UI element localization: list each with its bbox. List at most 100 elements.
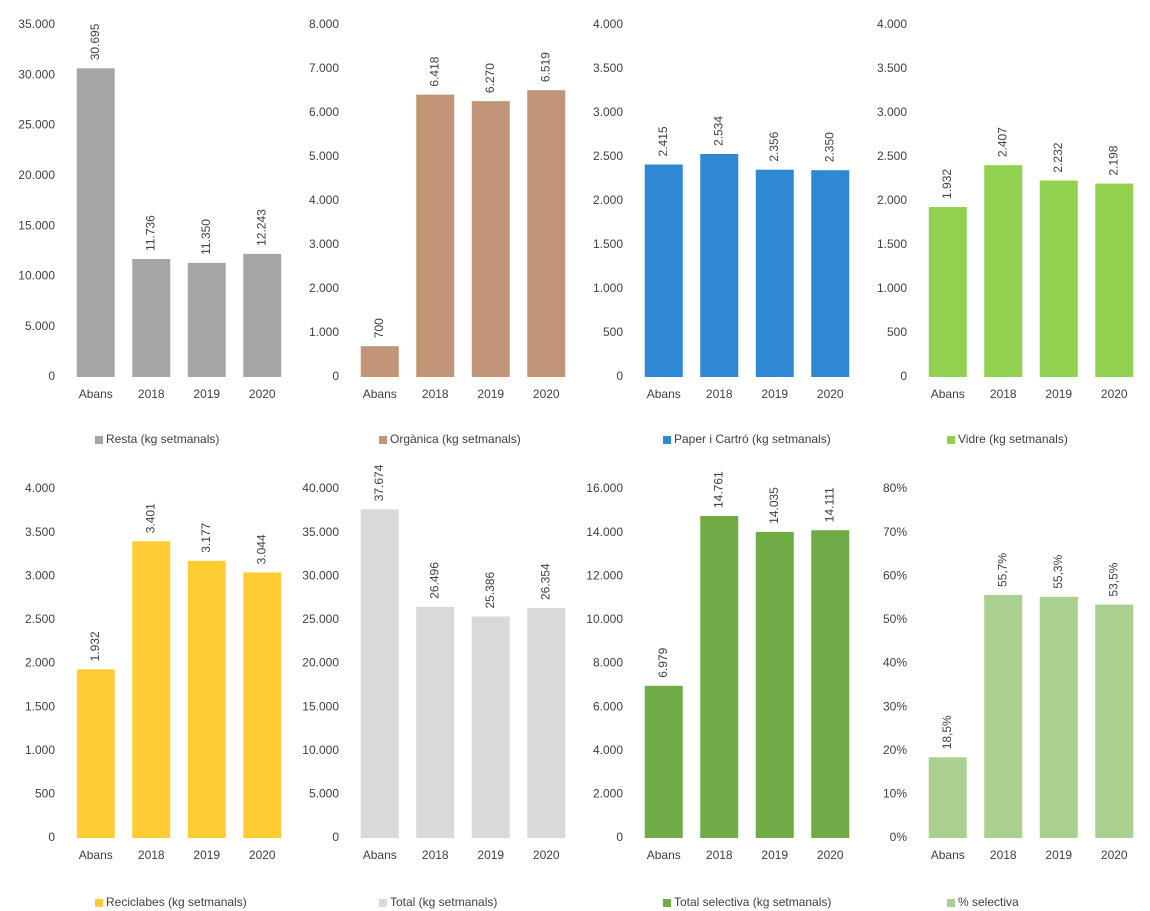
x-tick-label: 2019 bbox=[761, 848, 788, 862]
y-tick-label: 2.500 bbox=[877, 149, 907, 163]
y-tick-label: 6.000 bbox=[593, 699, 623, 713]
bar bbox=[76, 669, 115, 838]
y-tick-label: 1.000 bbox=[877, 281, 907, 295]
x-tick-label: 2020 bbox=[533, 848, 560, 862]
bar bbox=[1039, 596, 1078, 838]
y-tick-label: 40.000 bbox=[302, 481, 339, 495]
value-label: 1.932 bbox=[88, 631, 102, 661]
value-label: 55,3% bbox=[1051, 554, 1065, 588]
bar bbox=[132, 258, 171, 377]
legend-swatch bbox=[95, 436, 103, 444]
y-tick-label: 3.000 bbox=[25, 568, 55, 582]
x-tick-label: 2019 bbox=[477, 848, 504, 862]
value-label: 6.519 bbox=[538, 52, 552, 82]
y-tick-label: 2.500 bbox=[25, 612, 55, 626]
y-tick-label: 40% bbox=[883, 656, 907, 670]
y-tick-label: 0 bbox=[616, 830, 623, 844]
legend-label: Resta (kg setmanals) bbox=[106, 432, 219, 446]
y-tick-label: 2.000 bbox=[593, 787, 623, 801]
y-tick-label: 0 bbox=[48, 830, 55, 844]
bar bbox=[132, 541, 171, 838]
x-tick-label: 2020 bbox=[533, 387, 560, 401]
x-tick-label: 2018 bbox=[422, 387, 449, 401]
y-tick-label: 5.000 bbox=[309, 787, 339, 801]
legend-label: Paper i Cartró (kg setmanals) bbox=[674, 432, 831, 446]
x-tick-label: 2018 bbox=[138, 387, 165, 401]
value-label: 26.496 bbox=[427, 562, 441, 599]
y-tick-label: 8.000 bbox=[593, 656, 623, 670]
bar bbox=[360, 509, 399, 838]
legend-swatch bbox=[663, 436, 671, 444]
value-label: 14.035 bbox=[767, 487, 781, 524]
value-label: 1.932 bbox=[940, 169, 954, 199]
y-tick-label: 10.000 bbox=[586, 612, 623, 626]
legend-label: Total selectiva (kg setmanals) bbox=[674, 895, 831, 909]
y-tick-label: 2.000 bbox=[593, 193, 623, 207]
y-tick-label: 500 bbox=[887, 325, 907, 339]
bar bbox=[928, 757, 967, 838]
y-tick-label: 0 bbox=[48, 369, 55, 383]
bar bbox=[644, 685, 683, 838]
x-tick-label: Abans bbox=[363, 387, 397, 401]
value-label: 700 bbox=[372, 318, 386, 338]
y-tick-label: 2.000 bbox=[309, 281, 339, 295]
x-tick-label: 2019 bbox=[1045, 848, 1072, 862]
bar bbox=[644, 164, 683, 377]
bar bbox=[811, 170, 850, 377]
bar bbox=[187, 560, 226, 838]
legend-label: Vidre (kg setmanals) bbox=[958, 432, 1068, 446]
value-label: 11.736 bbox=[143, 215, 157, 251]
y-tick-label: 15.000 bbox=[302, 699, 339, 713]
y-tick-label: 80% bbox=[883, 481, 907, 495]
x-tick-label: 2019 bbox=[1045, 387, 1072, 401]
legend-swatch bbox=[379, 436, 387, 444]
value-label: 2.534 bbox=[711, 116, 725, 146]
value-label: 53,5% bbox=[1106, 562, 1120, 596]
value-label: 25.386 bbox=[483, 571, 497, 608]
x-tick-label: Abans bbox=[931, 848, 965, 862]
y-tick-label: 4.000 bbox=[593, 743, 623, 757]
x-tick-label: 2018 bbox=[990, 848, 1017, 862]
y-tick-label: 10% bbox=[883, 787, 907, 801]
x-tick-label: 2018 bbox=[422, 848, 449, 862]
bar bbox=[755, 531, 794, 838]
y-tick-label: 35.000 bbox=[302, 525, 339, 539]
value-label: 26.354 bbox=[538, 563, 552, 600]
x-tick-label: 2020 bbox=[1101, 387, 1128, 401]
y-tick-label: 500 bbox=[35, 787, 55, 801]
legend-label: Orgànica (kg setmanals) bbox=[390, 432, 521, 446]
y-tick-label: 2.500 bbox=[593, 149, 623, 163]
legend-swatch bbox=[947, 899, 955, 907]
y-tick-label: 25.000 bbox=[18, 118, 55, 132]
bar bbox=[471, 616, 510, 838]
y-tick-label: 50% bbox=[883, 612, 907, 626]
y-tick-label: 2.000 bbox=[877, 193, 907, 207]
value-label: 30.695 bbox=[88, 23, 102, 60]
value-label: 3.177 bbox=[199, 522, 213, 552]
y-tick-label: 3.500 bbox=[25, 525, 55, 539]
x-tick-label: Abans bbox=[363, 848, 397, 862]
y-tick-label: 6.000 bbox=[309, 105, 339, 119]
y-tick-label: 3.500 bbox=[593, 61, 623, 75]
x-tick-label: 2020 bbox=[817, 848, 844, 862]
y-tick-label: 1.000 bbox=[25, 743, 55, 757]
y-tick-label: 1.000 bbox=[593, 281, 623, 295]
legend-swatch bbox=[379, 899, 387, 907]
legend-label: Total (kg setmanals) bbox=[390, 895, 497, 909]
y-tick-label: 3.500 bbox=[877, 61, 907, 75]
y-tick-label: 1.500 bbox=[25, 699, 55, 713]
y-tick-label: 16.000 bbox=[586, 481, 623, 495]
y-tick-label: 3.000 bbox=[309, 237, 339, 251]
value-label: 3.044 bbox=[254, 534, 268, 564]
bar bbox=[1095, 183, 1134, 377]
y-tick-label: 12.000 bbox=[586, 568, 623, 582]
bar bbox=[700, 154, 739, 377]
value-label: 18,5% bbox=[940, 715, 954, 749]
x-tick-label: 2018 bbox=[706, 848, 733, 862]
bar bbox=[471, 101, 510, 378]
value-label: 14.111 bbox=[822, 487, 836, 522]
x-tick-label: 2018 bbox=[990, 387, 1017, 401]
legend-swatch bbox=[947, 436, 955, 444]
y-tick-label: 25.000 bbox=[302, 612, 339, 626]
